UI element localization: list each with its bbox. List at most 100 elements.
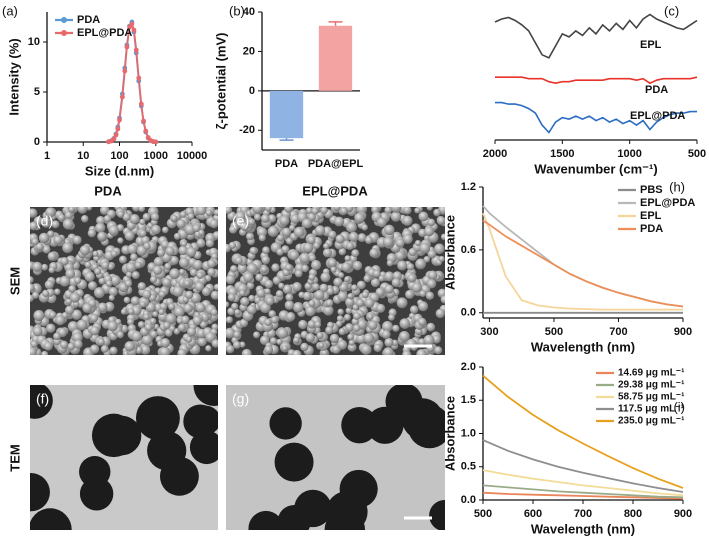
- particle: [269, 407, 302, 440]
- x-tick-label: 800: [624, 508, 642, 520]
- particle: [31, 238, 39, 246]
- particle: [48, 266, 55, 274]
- particle: [284, 207, 294, 213]
- particle: [437, 288, 445, 299]
- y-tick-label: 5: [34, 86, 40, 98]
- particle: [390, 207, 402, 213]
- particle: [165, 246, 175, 256]
- particle: [337, 339, 348, 350]
- particle: [53, 332, 61, 341]
- particle: [69, 292, 81, 303]
- particle: [74, 276, 82, 285]
- particle: [60, 256, 69, 266]
- panel-label: (e): [232, 213, 249, 229]
- particle: [256, 288, 266, 298]
- particle: [94, 267, 102, 276]
- particles: [226, 207, 445, 355]
- legend-marker: [61, 30, 67, 36]
- particle: [67, 342, 76, 351]
- series-label: PDA: [645, 84, 668, 96]
- particle: [418, 211, 429, 222]
- particle: [279, 215, 290, 226]
- particle: [96, 215, 106, 226]
- particle: [107, 320, 118, 332]
- particle: [84, 261, 92, 269]
- y-axis-title: Intensity (%): [6, 38, 21, 115]
- particle: [378, 275, 385, 282]
- particle: [346, 242, 355, 250]
- particle: [384, 337, 394, 347]
- particle: [252, 207, 263, 214]
- particle: [356, 333, 367, 344]
- particle: [226, 345, 235, 354]
- particle: [59, 340, 69, 349]
- particle: [314, 225, 326, 236]
- particle: [189, 430, 218, 465]
- particle: [32, 326, 43, 337]
- particle: [160, 338, 171, 348]
- particle: [384, 284, 394, 294]
- particle: [198, 229, 205, 236]
- particle: [302, 291, 312, 301]
- panel-label: (i): [673, 399, 685, 414]
- data-point: [133, 47, 139, 53]
- series-line: [482, 491, 684, 500]
- particle: [336, 315, 344, 322]
- particle: [271, 263, 280, 272]
- particle: [117, 210, 125, 218]
- particle: [278, 282, 285, 290]
- particle: [109, 346, 118, 355]
- particle: [398, 330, 410, 342]
- legend-label: PBS: [640, 184, 663, 196]
- particle: [372, 269, 381, 278]
- particle: [239, 318, 249, 328]
- particle: [228, 241, 237, 249]
- particle: [210, 290, 218, 300]
- particle: [423, 256, 431, 263]
- particle: [159, 302, 168, 311]
- x-tick-label: 600: [524, 508, 542, 520]
- particle: [129, 213, 140, 225]
- particle: [382, 347, 394, 355]
- particle: [338, 327, 346, 336]
- particle: [127, 318, 134, 326]
- particle: [33, 310, 45, 322]
- particle: [326, 287, 335, 296]
- particle: [391, 278, 401, 288]
- particle: [125, 271, 133, 278]
- particle: [164, 329, 173, 337]
- particle: [233, 331, 241, 339]
- particle: [331, 345, 341, 354]
- particle: [308, 254, 316, 262]
- particle: [415, 258, 427, 270]
- column-label: PDA: [94, 183, 122, 198]
- x-tick-label: 1: [44, 150, 50, 162]
- particle: [187, 213, 195, 220]
- particle: [268, 310, 276, 318]
- particle: [249, 246, 258, 255]
- series-line: [482, 484, 684, 499]
- legend-label: 58.75 μg mL⁻¹: [618, 392, 685, 403]
- particle: [124, 341, 135, 352]
- particle: [292, 302, 304, 313]
- particle: [427, 218, 436, 227]
- particle: [193, 385, 218, 406]
- particle: [436, 216, 445, 226]
- particle: [402, 215, 413, 226]
- particle: [298, 319, 308, 330]
- particle: [183, 303, 193, 313]
- particle: [243, 272, 254, 283]
- particle: [147, 430, 187, 471]
- particle: [138, 207, 146, 212]
- x-tick-label: 300: [480, 326, 498, 338]
- panel-label: (b): [229, 3, 245, 18]
- particle: [93, 287, 105, 299]
- data-point: [124, 44, 130, 50]
- x-tick-label: 900: [674, 326, 692, 338]
- particle: [292, 282, 302, 292]
- particle: [434, 243, 445, 255]
- data-point: [113, 132, 119, 138]
- particle: [366, 406, 404, 444]
- data-point: [143, 128, 149, 134]
- particle: [264, 345, 274, 355]
